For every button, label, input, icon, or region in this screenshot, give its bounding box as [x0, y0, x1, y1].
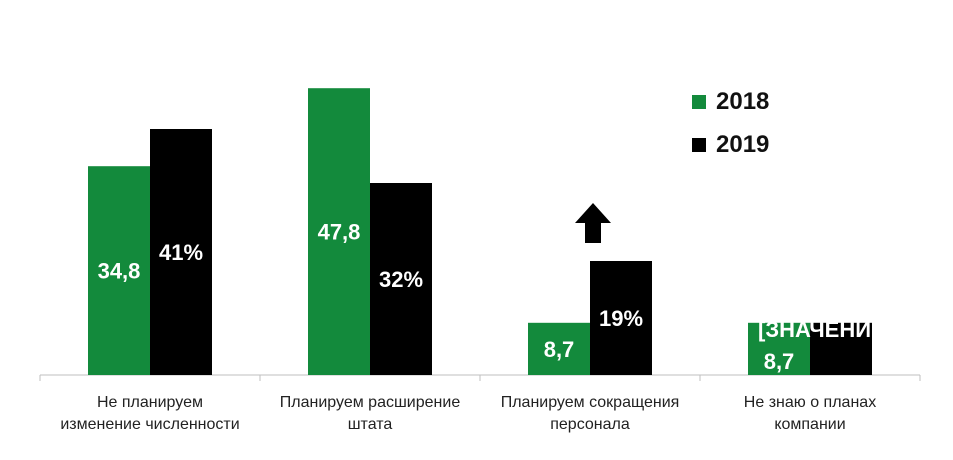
- bar-2019-1: [370, 183, 432, 375]
- legend-item-2019: 2019: [692, 131, 769, 159]
- data-label-2019-0: 41%: [159, 240, 203, 265]
- category-label-3: Не знаю о планах компании: [743, 394, 877, 433]
- data-label-2018-0: 34,8: [98, 259, 141, 284]
- bar-2018-2: [528, 322, 590, 375]
- bar-2018-0: [88, 166, 150, 375]
- bar-2019-2: [590, 261, 652, 375]
- data-label-2018-1: 47,8: [318, 220, 361, 245]
- legend-item-2018: 2018: [692, 88, 769, 116]
- category-label-0: Не планируем изменение численности: [60, 394, 240, 433]
- category-label-2: Планируем сокращения персонала: [500, 394, 680, 433]
- category-label-1: Планируем расширение штата: [279, 394, 461, 433]
- data-label-2018-3: 8,7: [764, 349, 795, 374]
- bar-2018-1: [308, 88, 370, 375]
- arrow-up-icon: [575, 203, 611, 243]
- bar-2018-3: [748, 322, 810, 375]
- bar-2019-3: [810, 322, 872, 375]
- legend-swatch-2019: [692, 138, 706, 152]
- legend-label-2019: 2019: [716, 131, 770, 158]
- data-label-2019-1: 32%: [379, 267, 423, 292]
- data-label-2018-2: 8,7: [544, 337, 575, 362]
- data-label-2019-3: [ЗНАЧЕНИЕ]: [758, 317, 893, 342]
- data-label-2019-2: 19%: [599, 306, 643, 331]
- bar-2019-0: [150, 129, 212, 375]
- legend-label-2018: 2018: [716, 88, 770, 115]
- legend-swatch-2018: [692, 95, 706, 109]
